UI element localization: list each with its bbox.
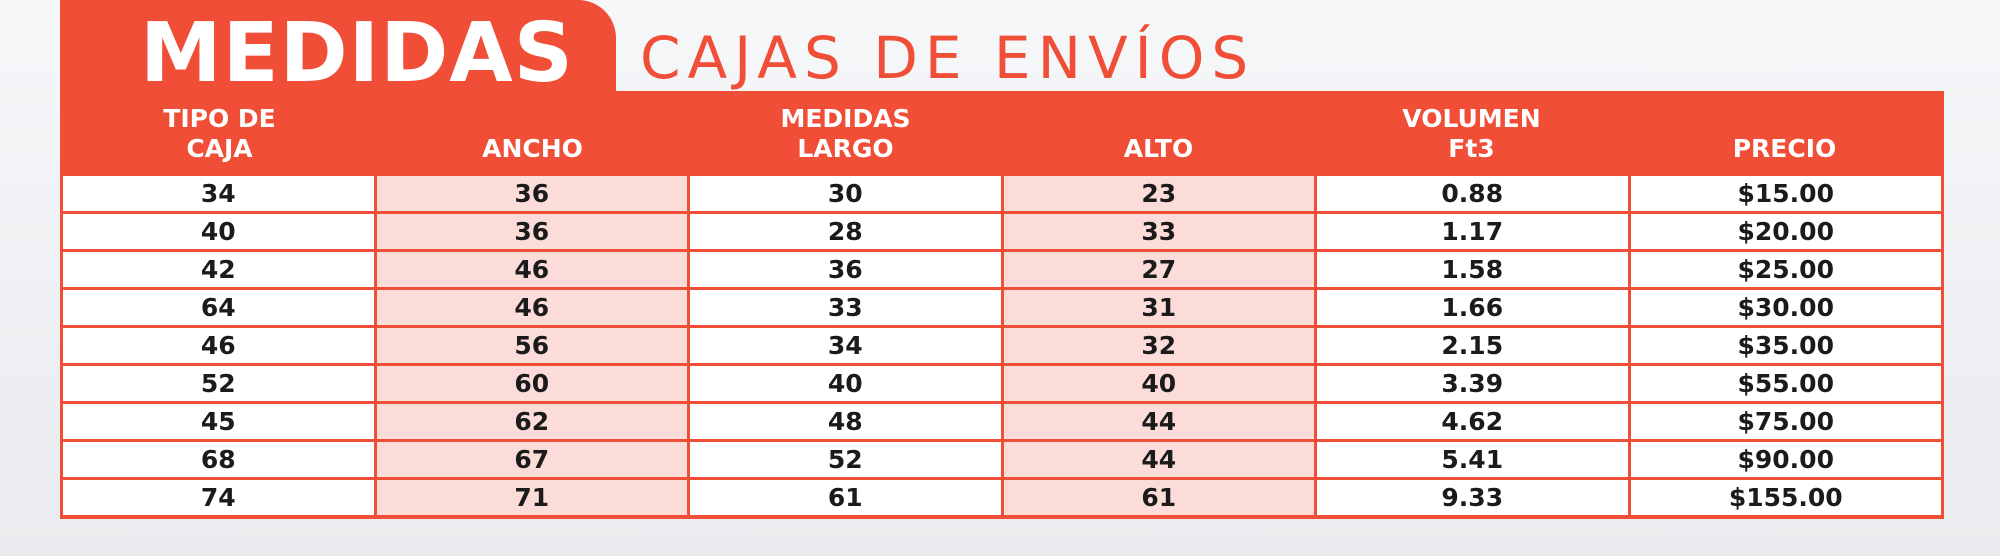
cell-alto: 23: [1003, 176, 1314, 211]
cell-ancho: 67: [376, 442, 687, 477]
cell-precio: $15.00: [1630, 176, 1941, 211]
header-medidas-largo: MEDIDAS LARGO: [689, 94, 1002, 173]
cell-volumen: 0.88: [1317, 176, 1628, 211]
header-line: ANCHO: [482, 134, 583, 163]
cell-precio: $155.00: [1630, 480, 1941, 515]
cell-tipo: 74: [63, 480, 374, 515]
cell-ancho: 46: [376, 290, 687, 325]
header-line: Ft3: [1448, 134, 1495, 163]
header-precio: PRECIO: [1628, 94, 1941, 173]
cell-ancho: 60: [376, 366, 687, 401]
table-row: 46 56 34 32 2.15 $35.00: [63, 328, 1941, 363]
cell-largo: 28: [690, 214, 1001, 249]
cell-alto: 44: [1003, 442, 1314, 477]
header-line: PRECIO: [1732, 134, 1837, 163]
cell-alto: 61: [1003, 480, 1314, 515]
header-tipo-de-caja: TIPO DE CAJA: [63, 94, 376, 173]
cell-precio: $30.00: [1630, 290, 1941, 325]
cell-alto: 31: [1003, 290, 1314, 325]
cell-tipo: 68: [63, 442, 374, 477]
cell-volumen: 9.33: [1317, 480, 1628, 515]
cell-tipo: 34: [63, 176, 374, 211]
cell-precio: $35.00: [1630, 328, 1941, 363]
header-line: LARGO: [797, 134, 894, 163]
table-header: TIPO DE CAJA ANCHO MEDIDAS LARGO ALTO VO…: [63, 94, 1941, 173]
cell-volumen: 5.41: [1317, 442, 1628, 477]
box-sizes-table: TIPO DE CAJA ANCHO MEDIDAS LARGO ALTO VO…: [60, 91, 1944, 519]
cell-volumen: 1.58: [1317, 252, 1628, 287]
table-row: 74 71 61 61 9.33 $155.00: [63, 480, 1941, 515]
table-row: 40 36 28 33 1.17 $20.00: [63, 214, 1941, 249]
table-row: 42 46 36 27 1.58 $25.00: [63, 252, 1941, 287]
table-row: 64 46 33 31 1.66 $30.00: [63, 290, 1941, 325]
cell-ancho: 36: [376, 214, 687, 249]
cell-tipo: 64: [63, 290, 374, 325]
page-subtitle: CAJAS DE ENVÍOS: [640, 24, 1256, 92]
cell-ancho: 62: [376, 404, 687, 439]
cell-volumen: 4.62: [1317, 404, 1628, 439]
cell-alto: 33: [1003, 214, 1314, 249]
table-row: 52 60 40 40 3.39 $55.00: [63, 366, 1941, 401]
table-row: 45 62 48 44 4.62 $75.00: [63, 404, 1941, 439]
cell-largo: 48: [690, 404, 1001, 439]
table-row: 34 36 30 23 0.88 $15.00: [63, 176, 1941, 211]
cell-largo: 61: [690, 480, 1001, 515]
cell-largo: 34: [690, 328, 1001, 363]
cell-largo: 52: [690, 442, 1001, 477]
cell-largo: 36: [690, 252, 1001, 287]
cell-alto: 40: [1003, 366, 1314, 401]
cell-volumen: 1.66: [1317, 290, 1628, 325]
cell-ancho: 46: [376, 252, 687, 287]
table-row: 68 67 52 44 5.41 $90.00: [63, 442, 1941, 477]
cell-alto: 27: [1003, 252, 1314, 287]
cell-largo: 33: [690, 290, 1001, 325]
cell-precio: $90.00: [1630, 442, 1941, 477]
page-title: MEDIDAS: [140, 6, 574, 101]
cell-precio: $25.00: [1630, 252, 1941, 287]
cell-tipo: 52: [63, 366, 374, 401]
cell-ancho: 56: [376, 328, 687, 363]
header-line: TIPO DE: [163, 104, 276, 133]
header-volumen: VOLUMEN Ft3: [1315, 94, 1628, 173]
header-line: CAJA: [186, 134, 253, 163]
cell-volumen: 1.17: [1317, 214, 1628, 249]
cell-largo: 30: [690, 176, 1001, 211]
cell-alto: 32: [1003, 328, 1314, 363]
header-line: VOLUMEN: [1402, 104, 1541, 133]
cell-tipo: 42: [63, 252, 374, 287]
cell-volumen: 2.15: [1317, 328, 1628, 363]
cell-tipo: 40: [63, 214, 374, 249]
cell-alto: 44: [1003, 404, 1314, 439]
cell-precio: $75.00: [1630, 404, 1941, 439]
header-alto: ALTO: [1002, 94, 1315, 173]
cell-precio: $20.00: [1630, 214, 1941, 249]
cell-volumen: 3.39: [1317, 366, 1628, 401]
header-line: ALTO: [1123, 134, 1194, 163]
cell-largo: 40: [690, 366, 1001, 401]
cell-tipo: 45: [63, 404, 374, 439]
cell-ancho: 36: [376, 176, 687, 211]
cell-precio: $55.00: [1630, 366, 1941, 401]
cell-ancho: 71: [376, 480, 687, 515]
header-ancho: ANCHO: [376, 94, 689, 173]
cell-tipo: 46: [63, 328, 374, 363]
table-body: 34 36 30 23 0.88 $15.00 40 36 28 33 1.17…: [63, 176, 1941, 515]
header-line: MEDIDAS: [780, 104, 911, 133]
